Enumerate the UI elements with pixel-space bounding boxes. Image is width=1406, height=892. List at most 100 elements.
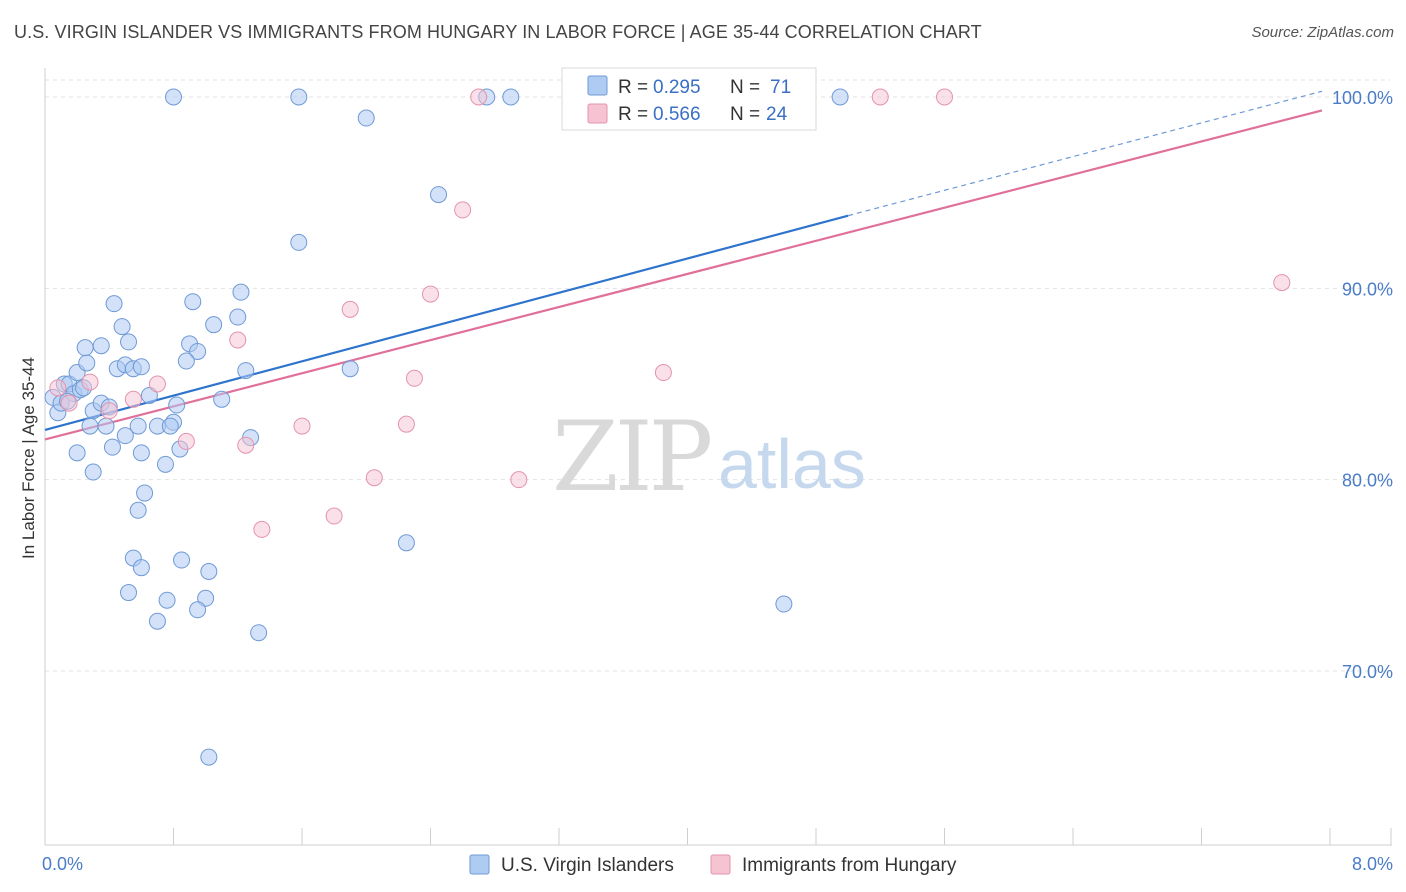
points-layer (44, 88, 1291, 766)
axes-layer: 100.0% 90.0% 80.0% 70.0% 0.0% 8.0% (42, 68, 1393, 874)
point-immigrants-from-hungary (81, 373, 99, 391)
point-immigrants-from-hungary (49, 379, 67, 397)
point-us-virgin-islanders (92, 337, 110, 355)
point-us-virgin-islanders (168, 396, 186, 414)
point-immigrants-from-hungary (325, 507, 343, 525)
legend-n-label-series1: N = (730, 77, 760, 98)
point-us-virgin-islanders (116, 427, 134, 445)
y-tick-label: 100.0% (1332, 88, 1393, 108)
point-immigrants-from-hungary (422, 285, 439, 303)
point-us-virgin-islanders (200, 563, 218, 581)
point-us-virgin-islanders (165, 88, 182, 106)
point-us-virgin-islanders (250, 624, 268, 642)
point-us-virgin-islanders (177, 352, 195, 370)
point-us-virgin-islanders (78, 354, 96, 372)
trendline-series1-extension (847, 90, 1323, 217)
point-us-virgin-islanders (290, 88, 308, 106)
point-immigrants-from-hungary (397, 415, 415, 433)
point-immigrants-from-hungary (1273, 274, 1291, 292)
point-us-virgin-islanders (213, 390, 231, 408)
point-us-virgin-islanders (84, 463, 102, 481)
y-tick-label: 80.0% (1342, 471, 1393, 491)
point-immigrants-from-hungary (510, 471, 528, 489)
point-us-virgin-islanders (132, 444, 150, 462)
point-us-virgin-islanders (229, 308, 247, 326)
trend-layer (44, 90, 1323, 441)
bottom-legend-label-series1: U.S. Virgin Islanders (501, 855, 674, 876)
point-immigrants-from-hungary (454, 201, 472, 219)
point-us-virgin-islanders (397, 534, 415, 552)
point-immigrants-from-hungary (470, 88, 488, 106)
point-us-virgin-islanders (290, 233, 308, 251)
y-axis-label: In Labor Force | Age 35-44 (19, 357, 38, 559)
point-immigrants-from-hungary (229, 331, 247, 349)
point-us-virgin-islanders (156, 455, 174, 473)
point-us-virgin-islanders (113, 318, 131, 336)
point-us-virgin-islanders (173, 551, 191, 569)
x-tick-label: 0.0% (42, 854, 83, 874)
point-immigrants-from-hungary (177, 432, 195, 450)
point-us-virgin-islanders (68, 444, 86, 462)
point-immigrants-from-hungary (148, 375, 166, 393)
point-us-virgin-islanders (120, 584, 138, 602)
point-us-virgin-islanders (76, 339, 94, 357)
legend-r-value-series2: 0.566 (653, 104, 701, 125)
bottom-legend-label-series2: Immigrants from Hungary (742, 855, 957, 876)
point-us-virgin-islanders (136, 484, 154, 502)
watermark: ZIP atlas (552, 401, 866, 513)
bottom-legend-swatch-series1 (469, 854, 490, 875)
legend-top: R = 0.295 N = 71 R = 0.566 N = 24 (561, 67, 817, 131)
point-immigrants-from-hungary (253, 520, 271, 538)
point-us-virgin-islanders (357, 109, 375, 127)
point-immigrants-from-hungary (293, 417, 311, 435)
trendline-series1 (44, 214, 849, 431)
point-us-virgin-islanders (120, 333, 138, 351)
point-immigrants-from-hungary (100, 402, 118, 420)
x-tick-label: 8.0% (1352, 854, 1393, 874)
point-us-virgin-islanders (129, 417, 147, 435)
point-us-virgin-islanders (189, 601, 207, 619)
legend-n-label-series2: N = (730, 104, 760, 125)
point-us-virgin-islanders (502, 88, 520, 106)
point-us-virgin-islanders (132, 358, 150, 376)
point-immigrants-from-hungary (341, 300, 359, 318)
legend-bottom: U.S. Virgin Islanders Immigrants from Hu… (469, 854, 957, 876)
point-us-virgin-islanders (158, 591, 176, 609)
point-us-virgin-islanders (105, 295, 123, 313)
point-us-virgin-islanders (237, 362, 255, 380)
point-immigrants-from-hungary (654, 364, 672, 382)
y-tick-label: 70.0% (1342, 662, 1393, 682)
legend-swatch-series2 (587, 103, 608, 124)
point-us-virgin-islanders (430, 186, 448, 204)
watermark-zip-text: ZIP (552, 401, 711, 513)
point-us-virgin-islanders (81, 417, 99, 435)
source-note: Source: ZipAtlas.com (1251, 24, 1394, 41)
legend-r-label-series1: R = (618, 77, 648, 98)
point-us-virgin-islanders (148, 612, 166, 630)
point-immigrants-from-hungary (365, 469, 383, 487)
watermark-atlas-text: atlas (718, 425, 866, 503)
point-us-virgin-islanders (184, 293, 202, 311)
legend-n-value-series1: 71 (770, 77, 791, 98)
point-us-virgin-islanders (205, 316, 223, 334)
legend-r-value-series1: 0.295 (653, 77, 701, 98)
point-us-virgin-islanders (103, 438, 121, 456)
point-us-virgin-islanders (161, 417, 179, 435)
point-us-virgin-islanders (775, 595, 793, 613)
point-immigrants-from-hungary (124, 390, 142, 408)
trendline-series2 (44, 109, 1323, 441)
point-us-virgin-islanders (232, 283, 250, 301)
legend-swatch-series1 (587, 75, 608, 96)
point-us-virgin-islanders (831, 88, 849, 106)
point-us-virgin-islanders (341, 360, 359, 378)
legend-n-value-series2: 24 (766, 104, 788, 125)
point-us-virgin-islanders (189, 342, 207, 360)
point-immigrants-from-hungary (237, 436, 255, 454)
point-us-virgin-islanders (132, 559, 150, 577)
point-immigrants-from-hungary (871, 88, 889, 106)
point-immigrants-from-hungary (60, 394, 78, 412)
chart-title: U.S. VIRGIN ISLANDER VS IMMIGRANTS FROM … (14, 22, 982, 42)
point-immigrants-from-hungary (405, 369, 423, 387)
point-us-virgin-islanders (97, 417, 115, 435)
